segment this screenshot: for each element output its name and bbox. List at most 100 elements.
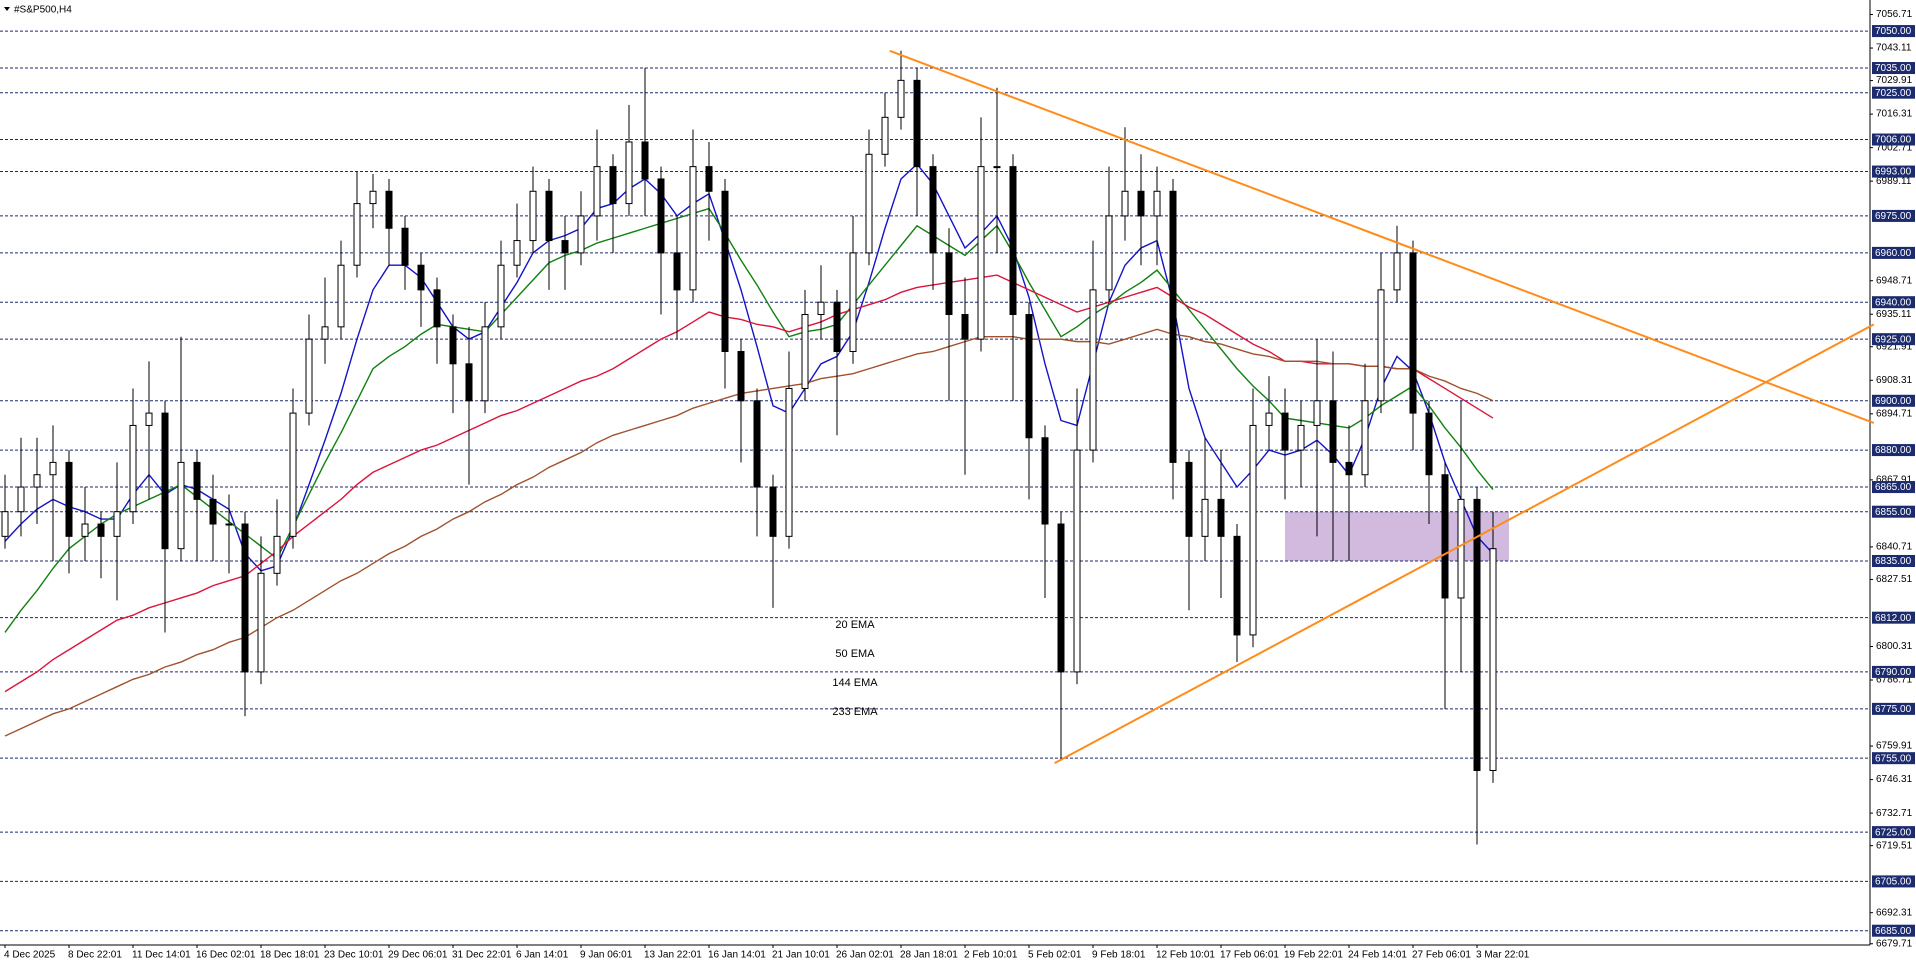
level-box <box>1872 133 1915 146</box>
level-label: 7035.00 <box>1875 63 1912 74</box>
candle-body <box>209 498 217 525</box>
level-label: 6960.00 <box>1875 248 1912 259</box>
candle-body <box>513 240 521 266</box>
candle-body <box>1281 412 1289 451</box>
x-tick-label: 29 Dec 06:01 <box>388 950 448 961</box>
zone <box>1285 511 1509 561</box>
candle-body <box>161 412 169 550</box>
candle-body <box>433 289 441 328</box>
x-tick-label: 16 Dec 02:01 <box>196 950 256 961</box>
y-tick-label: 6786.71 <box>1876 675 1913 686</box>
candle-body <box>625 141 633 205</box>
x-tick-label: 26 Jan 02:01 <box>836 950 894 961</box>
candle-body <box>1265 412 1273 426</box>
level-label: 6865.00 <box>1875 482 1912 493</box>
level-box <box>1872 752 1915 765</box>
candle-body <box>321 326 329 340</box>
candle-body <box>385 190 393 229</box>
candle-body <box>609 166 617 205</box>
candle-body <box>1313 400 1321 426</box>
candle-body <box>1393 252 1401 291</box>
level-box <box>1872 209 1915 222</box>
candle-body <box>1217 498 1225 537</box>
candle-body <box>1441 474 1449 599</box>
candle-body <box>273 535 281 574</box>
candle-body <box>1185 461 1193 537</box>
candle-body <box>257 572 265 673</box>
y-tick-label: 6948.71 <box>1876 275 1913 286</box>
candle-body <box>449 326 457 365</box>
candle-body <box>193 461 201 500</box>
candle-body <box>929 166 937 254</box>
candle-body <box>577 215 585 254</box>
candle-body <box>1169 190 1177 463</box>
candle-body <box>65 461 73 537</box>
candle-body <box>801 314 809 389</box>
y-tick-label: 6759.91 <box>1876 741 1913 752</box>
candle-body <box>113 511 121 537</box>
candle-body <box>1089 289 1097 451</box>
level-box <box>1872 481 1915 494</box>
legend-entry: 20 EMA <box>835 619 875 631</box>
candle-body <box>913 79 921 168</box>
candle-body <box>225 523 233 526</box>
candle-body <box>1105 215 1113 291</box>
candle-body <box>401 227 409 266</box>
y-tick-label: 6800.31 <box>1876 641 1913 652</box>
candle-body <box>529 190 537 242</box>
candle-body <box>593 166 601 217</box>
candle-body <box>465 363 473 402</box>
candle-body <box>33 474 41 488</box>
candle-body <box>561 240 569 254</box>
level-label: 6993.00 <box>1875 167 1912 178</box>
candle-body <box>417 264 425 291</box>
level-label: 6880.00 <box>1875 445 1912 456</box>
candle-body <box>977 166 985 340</box>
candle-body <box>337 264 345 328</box>
candle-body <box>753 400 761 488</box>
y-tick-label: 6679.71 <box>1876 938 1913 949</box>
candle-body <box>1457 498 1465 599</box>
candle-body <box>737 350 745 402</box>
candle-body <box>241 523 249 673</box>
level-box <box>1872 246 1915 259</box>
ema-line <box>4 207 1494 633</box>
candle-body <box>833 301 841 352</box>
y-tick-label: 6840.71 <box>1876 542 1913 553</box>
level-label: 7025.00 <box>1875 88 1912 99</box>
level-label: 6705.00 <box>1875 877 1912 888</box>
x-tick-label: 2 Feb 10:01 <box>964 950 1018 961</box>
x-tick-label: 27 Feb 06:01 <box>1412 950 1471 961</box>
level-box <box>1872 86 1915 99</box>
candle-body <box>1153 190 1161 217</box>
legend-entry: 50 EMA <box>835 648 875 660</box>
level-label: 7050.00 <box>1875 26 1912 37</box>
y-tick-label: 6989.11 <box>1876 176 1912 187</box>
x-tick-label: 24 Feb 14:01 <box>1348 950 1407 961</box>
y-tick-label: 6732.71 <box>1876 808 1913 819</box>
candle-body <box>353 203 361 266</box>
x-tick-label: 6 Jan 14:01 <box>516 950 569 961</box>
level-box <box>1872 62 1915 75</box>
candle-body <box>1329 400 1337 463</box>
y-tick-label: 6867.91 <box>1876 475 1913 486</box>
y-tick-label: 6908.31 <box>1876 375 1913 386</box>
candle-body <box>1409 252 1417 414</box>
trendline <box>1054 323 1875 764</box>
menu-arrow[interactable] <box>4 7 10 11</box>
level-box <box>1872 611 1915 624</box>
candle-body <box>497 264 505 328</box>
candle-body <box>1345 461 1353 476</box>
trendline <box>889 49 1875 424</box>
y-tick-label: 6692.31 <box>1876 907 1913 918</box>
candle-body <box>305 338 313 414</box>
candle-body <box>817 301 825 316</box>
candle-body <box>657 178 665 254</box>
y-tick-label: 6746.31 <box>1876 774 1913 785</box>
level-box <box>1872 505 1915 518</box>
x-tick-label: 9 Jan 06:01 <box>580 950 633 961</box>
level-box <box>1872 826 1915 839</box>
candle-body <box>1233 535 1241 636</box>
